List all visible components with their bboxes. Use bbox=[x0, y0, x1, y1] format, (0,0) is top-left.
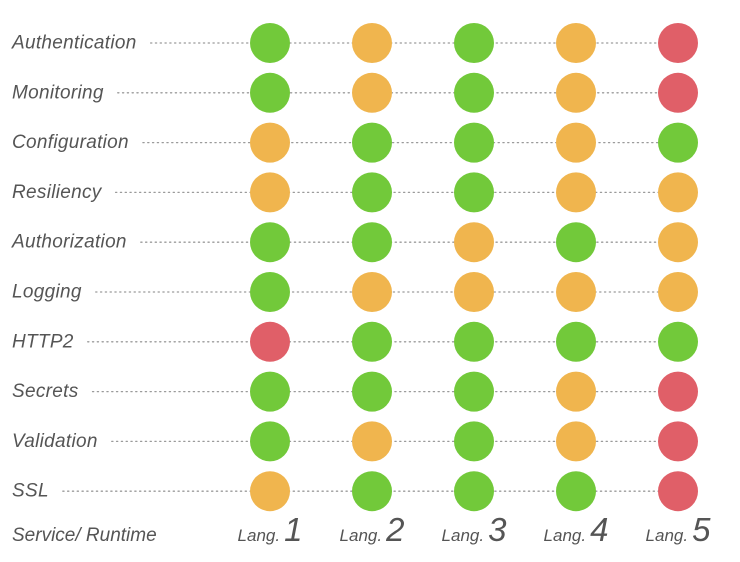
column-header-5: Lang. 5 bbox=[646, 511, 712, 548]
status-dot-green bbox=[352, 172, 392, 213]
row-label: Authorization bbox=[11, 232, 127, 253]
status-dot-red bbox=[658, 23, 698, 63]
column-header-4: Lang. 4 bbox=[544, 511, 609, 548]
status-dot-orange bbox=[658, 272, 698, 312]
status-dot-green bbox=[250, 421, 290, 462]
status-dot-orange bbox=[250, 122, 290, 163]
status-dot-green bbox=[556, 321, 596, 362]
status-dot-green bbox=[556, 222, 596, 263]
status-dot-orange bbox=[556, 122, 596, 163]
column-header-number: 2 bbox=[385, 511, 404, 548]
status-dot-orange bbox=[556, 371, 596, 412]
row-monitoring: Monitoring bbox=[12, 72, 698, 113]
column-header-number: 5 bbox=[692, 511, 711, 548]
row-authentication: Authentication bbox=[11, 23, 698, 63]
status-dot-orange bbox=[556, 421, 596, 462]
status-dot-green bbox=[556, 471, 596, 512]
column-header-number: 4 bbox=[590, 511, 608, 548]
status-dot-green bbox=[250, 23, 290, 63]
row-label: Secrets bbox=[12, 381, 79, 402]
row-resiliency: Resiliency bbox=[12, 172, 698, 213]
status-dot-orange bbox=[556, 23, 596, 63]
status-dot-green bbox=[454, 122, 494, 163]
row-configuration: Configuration bbox=[12, 122, 698, 163]
status-dot-green bbox=[454, 23, 494, 63]
status-dot-red bbox=[658, 471, 698, 512]
status-dot-orange bbox=[556, 172, 596, 213]
status-dot-orange bbox=[352, 421, 392, 462]
row-label: SSL bbox=[12, 481, 49, 502]
status-dot-green bbox=[250, 371, 290, 412]
column-header-number: 1 bbox=[284, 511, 302, 548]
matrix-rows: Authentication Monitoring Configuration Res… bbox=[11, 23, 698, 512]
row-label: Logging bbox=[12, 282, 82, 303]
row-label: Resiliency bbox=[12, 182, 103, 203]
status-dot-orange bbox=[250, 172, 290, 213]
status-dot-green bbox=[454, 371, 494, 412]
row-label: Validation bbox=[12, 431, 98, 452]
status-dot-green bbox=[658, 122, 698, 163]
column-headers: Lang. 1 Lang. 2 Lang. 3 Lang. 4 Lang. 5 bbox=[238, 511, 712, 548]
status-dot-red bbox=[250, 321, 290, 362]
row-label: Monitoring bbox=[12, 82, 104, 103]
status-dot-orange bbox=[250, 471, 290, 512]
column-header-prefix: Lang. bbox=[544, 526, 587, 545]
row-http2: HTTP2 bbox=[12, 321, 698, 362]
status-dot-green bbox=[454, 471, 494, 512]
status-dot-green bbox=[352, 471, 392, 512]
column-header-prefix: Lang. bbox=[238, 526, 281, 545]
row-label: Configuration bbox=[12, 132, 129, 153]
row-ssl: SSL bbox=[12, 471, 698, 512]
status-dot-green bbox=[454, 172, 494, 213]
status-dot-orange bbox=[454, 222, 494, 263]
status-dot-green bbox=[250, 72, 290, 113]
status-dot-orange bbox=[658, 222, 698, 263]
status-dot-orange bbox=[352, 23, 392, 63]
column-header-number: 3 bbox=[488, 511, 507, 548]
column-header-prefix: Lang. bbox=[340, 526, 383, 545]
column-header-3: Lang. 3 bbox=[442, 511, 508, 548]
status-dot-orange bbox=[352, 72, 392, 113]
row-label: HTTP2 bbox=[12, 331, 74, 352]
status-dot-green bbox=[454, 321, 494, 362]
status-dot-green bbox=[352, 122, 392, 163]
column-header-prefix: Lang. bbox=[442, 526, 485, 545]
status-dot-green bbox=[352, 222, 392, 263]
column-header-2: Lang. 2 bbox=[340, 511, 405, 548]
row-logging: Logging bbox=[12, 272, 698, 312]
status-dot-green bbox=[250, 222, 290, 263]
status-dot-green bbox=[454, 72, 494, 113]
status-dot-orange bbox=[352, 272, 392, 312]
status-dot-green bbox=[352, 371, 392, 412]
status-dot-orange bbox=[556, 72, 596, 113]
status-dot-green bbox=[352, 321, 392, 362]
column-header-1: Lang. 1 bbox=[238, 511, 303, 548]
status-dot-green bbox=[658, 321, 698, 362]
status-dot-red bbox=[658, 421, 698, 462]
column-header-prefix: Lang. bbox=[646, 526, 689, 545]
status-dot-orange bbox=[556, 272, 596, 312]
status-dot-green bbox=[454, 421, 494, 462]
corner-label-service-runtime: Service/ Runtime bbox=[12, 525, 157, 546]
status-dot-orange bbox=[454, 272, 494, 312]
row-secrets: Secrets bbox=[12, 371, 698, 412]
status-dot-orange bbox=[658, 172, 698, 213]
row-validation: Validation bbox=[12, 421, 698, 462]
row-label: Authentication bbox=[11, 33, 137, 54]
row-authorization: Authorization bbox=[11, 222, 698, 263]
status-dot-red bbox=[658, 72, 698, 113]
status-dot-green bbox=[250, 272, 290, 312]
status-dot-red bbox=[658, 371, 698, 412]
